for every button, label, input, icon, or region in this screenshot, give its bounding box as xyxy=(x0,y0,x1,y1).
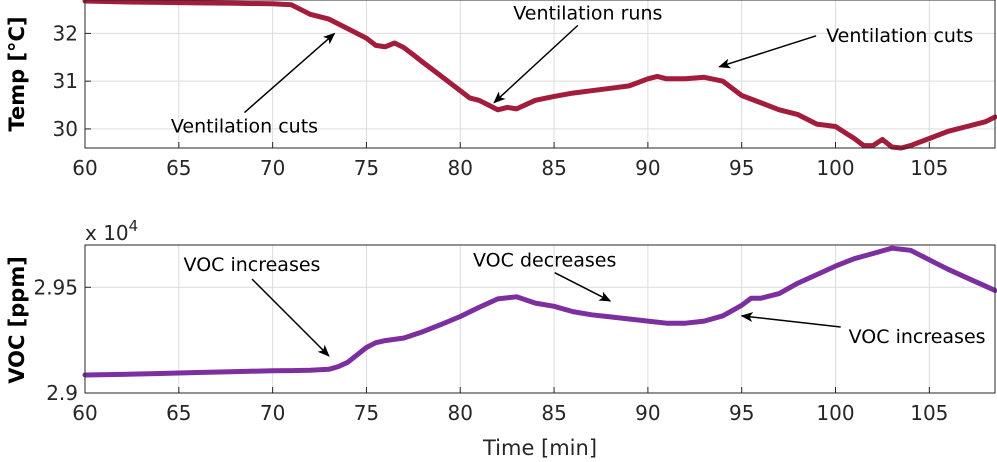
y-axis-label: VOC [ppm] xyxy=(5,256,29,384)
y-axis-label: Temp [°C] xyxy=(5,16,29,131)
annotation-arrow xyxy=(740,312,841,328)
x-tick-label: 65 xyxy=(166,156,191,180)
x-tick-label: 90 xyxy=(635,401,660,425)
x-tick-label: 70 xyxy=(260,401,285,425)
series-line-voc xyxy=(82,245,997,378)
x-tick-label: 80 xyxy=(448,156,473,180)
annotation-label: Ventilation cuts xyxy=(826,25,973,47)
x-tick-label: 75 xyxy=(354,156,379,180)
annotation-label: VOC decreases xyxy=(473,250,616,272)
annotation-arrow xyxy=(718,35,817,69)
annotation-arrow xyxy=(243,32,336,114)
x-tick-label: 80 xyxy=(448,401,473,425)
y-axis-multiplier: x 104 xyxy=(85,217,138,245)
annotation-arrow xyxy=(554,271,612,302)
annotation-label: Ventilation cuts xyxy=(171,116,318,138)
y-tick-label: 30 xyxy=(53,117,78,141)
plot-frame xyxy=(84,244,996,394)
y-tick-label: 2.95 xyxy=(33,275,78,299)
x-tick-label: 105 xyxy=(910,156,948,180)
x-tick-label: 100 xyxy=(816,401,854,425)
x-tick-label: 90 xyxy=(635,156,660,180)
x-tick-label: 70 xyxy=(260,156,285,180)
x-tick-label: 95 xyxy=(729,156,754,180)
plot-frame xyxy=(84,0,996,149)
x-tick-label: 85 xyxy=(541,156,566,180)
x-tick-label: 100 xyxy=(816,156,854,180)
x-tick-label: 60 xyxy=(72,156,97,180)
x-tick-label: 85 xyxy=(541,401,566,425)
y-tick-label: 31 xyxy=(53,69,78,93)
annotation-label: Ventilation runs xyxy=(513,2,662,24)
annotation-label: VOC increases xyxy=(184,254,321,276)
x-tick-label: 65 xyxy=(166,401,191,425)
x-tick-label: 95 xyxy=(729,401,754,425)
annotation-arrow xyxy=(251,278,330,357)
y-tick-label: 2.9 xyxy=(46,381,78,405)
x-tick-label: 105 xyxy=(910,401,948,425)
annotation-arrow xyxy=(493,24,579,104)
temperature-panel: 60 65 70 75 80 85 90 95 100 105 30 31 32 Temp [°C] Ven… xyxy=(5,0,997,180)
x-tick-label: 60 xyxy=(72,401,97,425)
annotation-label: VOC increases xyxy=(849,326,986,348)
y-tick-label: 32 xyxy=(53,21,78,45)
x-axis-label: Time [min] xyxy=(482,436,597,460)
series-line-temp xyxy=(82,0,997,151)
x-tick-label: 75 xyxy=(354,401,379,425)
